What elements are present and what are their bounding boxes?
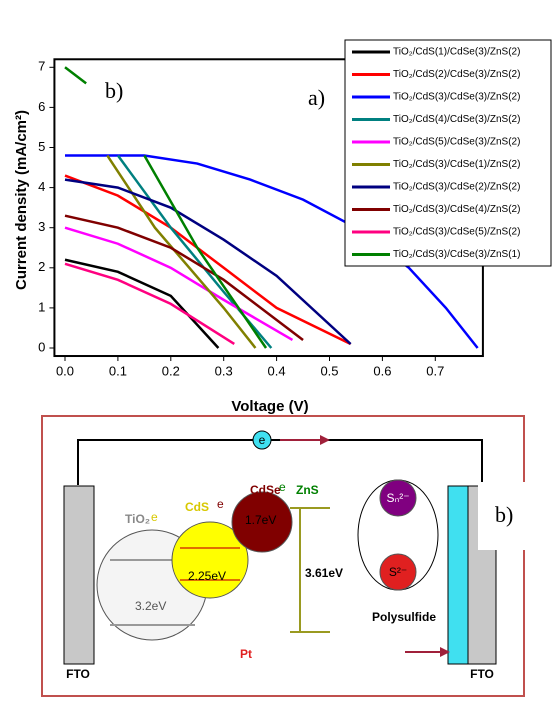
legend-label: TiO₂/CdS(3)/CdSe(3)/ZnS(2) [393, 92, 520, 103]
sn-particle [379, 479, 417, 517]
legend [344, 39, 552, 267]
legend-label: TiO₂/CdS(1)/CdSe(3)/ZnS(2) [393, 47, 520, 58]
series-line [64, 226, 294, 342]
legend-label: TiO₂/CdS(3)/CdSe(5)/ZnS(2) [393, 227, 520, 238]
x-tick-label: 0.1 [109, 363, 127, 378]
fto-label: FTO [66, 667, 90, 681]
y-tick-label: 0 [38, 339, 45, 354]
electron-label: e [279, 480, 286, 494]
ion-label: S²⁻ [389, 565, 407, 579]
legend-label: TiO₂/CdS(4)/CdSe(3)/ZnS(2) [393, 114, 520, 125]
series-line [64, 262, 235, 346]
material-label: CdS [185, 500, 209, 514]
gap-label: 2.25eV [188, 569, 226, 583]
pt-label: Pt [240, 647, 252, 661]
y-tick-label: 3 [38, 219, 45, 234]
arrow-head [440, 647, 450, 657]
annotation: b) [105, 78, 123, 103]
y-axis-label: Current density (mA/cm²) [13, 110, 30, 290]
annotation: a) [308, 85, 325, 110]
x-tick-label: 0.3 [215, 363, 233, 378]
legend-label: TiO₂/CdS(3)/CdSe(2)/ZnS(2) [393, 182, 520, 193]
fto-left [63, 485, 95, 665]
arrow-head [320, 435, 330, 445]
x-tick-label: 0.6 [373, 363, 391, 378]
electron-circle [252, 430, 272, 450]
y-tick-label: 5 [38, 139, 45, 154]
ion-label: Sₙ²⁻ [386, 491, 409, 505]
x-axis-label: Voltage (V) [231, 398, 308, 415]
series-line [64, 66, 268, 349]
y-tick-label: 1 [38, 299, 45, 314]
pt-electrode [447, 485, 469, 665]
legend-label: TiO₂/CdS(3)/CdSe(4)/ZnS(2) [393, 204, 520, 215]
diagram-frame [41, 415, 525, 697]
gap-label: 1.7eV [245, 513, 276, 527]
x-tick-label: 0.2 [162, 363, 180, 378]
legend-label: TiO₂/CdS(3)/CdSe(3)/ZnS(1) [393, 249, 520, 260]
electron-label: e [217, 497, 224, 511]
series-line [65, 154, 479, 349]
electron-label: e [151, 510, 158, 524]
y-tick-label: 2 [38, 259, 45, 274]
circuit-wire [77, 439, 483, 485]
y-tick-label: 6 [38, 99, 45, 114]
x-tick-label: 0.5 [320, 363, 338, 378]
series-line [64, 258, 220, 349]
series-line [106, 154, 257, 349]
electron-label: e [259, 433, 266, 447]
legend-label: TiO₂/CdS(5)/CdSe(3)/ZnS(2) [393, 137, 520, 148]
material-label: ZnS [296, 483, 319, 497]
label-box [478, 482, 528, 550]
y-tick-label: 4 [38, 179, 45, 194]
material-label: TiO₂ [125, 512, 150, 526]
fto-label: FTO [470, 667, 494, 681]
x-tick-label: 0.4 [268, 363, 286, 378]
y-tick-label: 7 [38, 59, 45, 74]
polysulfide-label: Polysulfide [372, 610, 436, 624]
x-tick-label: 0.7 [426, 363, 444, 378]
series-line [64, 178, 352, 345]
panel-label: b) [495, 502, 513, 527]
material-label: CdSe [250, 483, 281, 497]
zns-bracket [290, 507, 301, 633]
legend-label: TiO₂/CdS(3)/CdSe(1)/ZnS(2) [393, 159, 520, 170]
gap-label: 3.61eV [305, 566, 343, 580]
x-tick-label: 0.0 [56, 363, 74, 378]
series-line [64, 214, 304, 341]
legend-label: TiO₂/CdS(2)/CdSe(3)/ZnS(2) [393, 69, 520, 80]
s-particle [379, 553, 417, 591]
gap-label: 3.2eV [135, 599, 166, 613]
cdse-particle [231, 491, 293, 553]
